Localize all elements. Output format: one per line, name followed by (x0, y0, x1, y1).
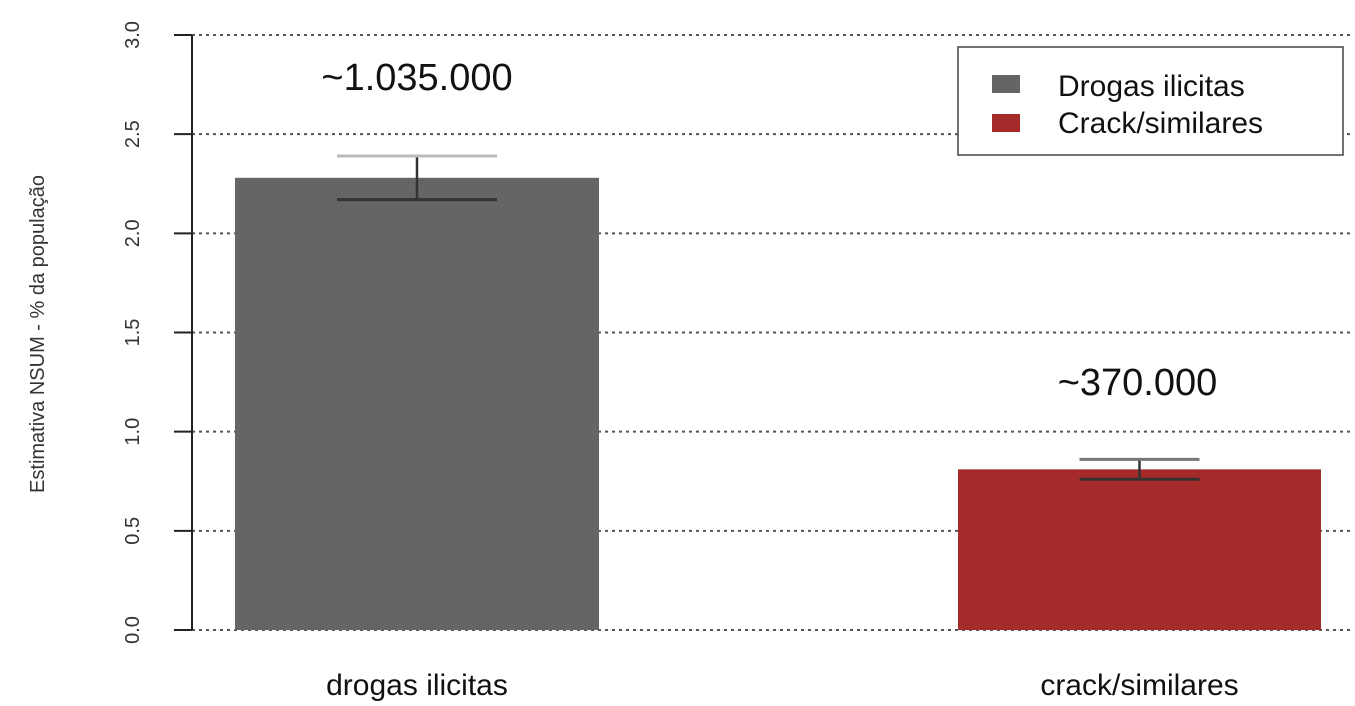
legend: Drogas ilicitas Crack/similares (957, 46, 1344, 156)
legend-box (957, 46, 1344, 156)
data-annotation: ~1.035.000 (321, 57, 512, 99)
legend-label-drogas: Drogas ilicitas (1058, 70, 1245, 103)
y-axis-label: Estimativa NSUM - % da população (27, 175, 49, 493)
legend-swatch-crack (992, 114, 1020, 132)
y-tick-label: 2.0 (122, 219, 144, 247)
category-label: crack/similares (1040, 669, 1238, 701)
legend-swatch-drogas (992, 75, 1020, 93)
bar-drogas (235, 177, 599, 631)
labels: drogas ilicitas ~1.035.000 crack/similares… (321, 57, 1238, 702)
bars (235, 177, 1321, 631)
y-tick-label: 2.5 (122, 120, 144, 148)
y-axis: 0.0 0.5 1.0 1.5 2.0 2.5 3.0 (122, 21, 193, 644)
error-bars (337, 154, 1200, 481)
data-annotation: ~370.000 (1058, 362, 1218, 404)
y-tick-label: 0.5 (122, 517, 144, 545)
category-label: drogas ilicitas (326, 669, 508, 701)
y-tick-label: 1.5 (122, 319, 144, 347)
bar-crack (958, 469, 1321, 630)
y-tick-label: 3.0 (122, 21, 144, 49)
y-tick-label: 0.0 (122, 616, 144, 644)
y-tick-label: 1.0 (122, 418, 144, 446)
legend-label-crack: Crack/similares (1058, 107, 1263, 140)
